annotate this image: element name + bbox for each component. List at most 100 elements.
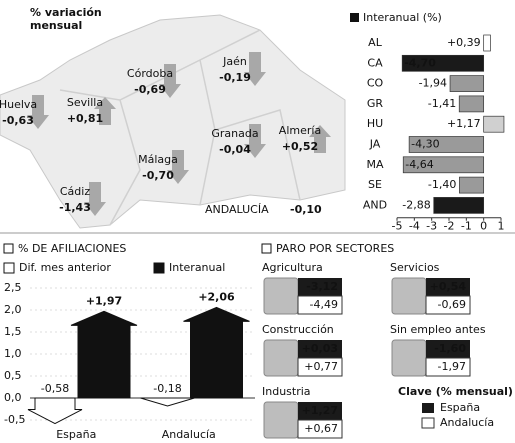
map-arrow [244,52,266,86]
y-tick-label: 0,0 [4,391,22,404]
legend-swatch [153,262,165,274]
arrow [140,397,195,407]
region-name: Málaga [138,153,178,166]
value-label: -4,30 [411,138,439,151]
spain-box [298,278,342,296]
map-title: % variación mensual [30,6,102,32]
sector-name: Agricultura [262,261,323,274]
y-tick-label: 0,5 [4,369,22,382]
region-name: Cádiz [60,185,90,198]
category-label: AL [368,36,383,49]
map-shape [0,14,346,229]
region-value: -0,04 [219,143,251,156]
category-label: AND [363,198,387,211]
spain-box [426,340,470,358]
value-label: -4,70 [404,56,436,69]
andalucia-box [425,295,471,315]
bar [459,176,485,194]
total-name: ANDALUCÍA [205,203,269,216]
y-tick-label: 1,5 [4,325,22,338]
category-label: HU [367,117,383,130]
spain-value: -3,12 [306,280,338,293]
value-label: +1,97 [86,294,122,307]
value-label: +2,06 [198,290,235,303]
value-label: -0,18 [153,382,181,395]
category-label: GR [367,97,384,110]
y-tick-label: 2,5 [4,281,22,294]
bar [483,34,491,52]
value-label: -4,64 [405,158,433,171]
sector-name: Industria [262,385,311,398]
x-tick-label: -1 [461,220,472,233]
map-border [59,89,141,226]
title-square [261,243,272,254]
sector-name: Servicios [390,261,440,274]
category-label: CO [367,77,384,90]
legend-label: Dif. mes anterior [19,261,111,274]
andalucia-value: -4,49 [310,298,338,311]
key-spain-label: España [440,401,480,414]
region-name: Granada [211,127,258,140]
x-tick-label: -5 [392,220,403,233]
sector-icon [263,339,299,377]
andalucia-box [297,357,343,377]
chart-title: % DE AFILIACIONES [18,242,126,255]
key-title: Clave (% mensual) [398,385,513,398]
value-label: -2,88 [402,198,430,211]
region-name: Huelva [0,98,37,111]
region-name: Sevilla [67,96,103,109]
map-arrow [244,124,266,158]
map-arrow [94,97,116,125]
x-tick-label: 0 [480,220,487,233]
andalucia-value: -1,97 [438,360,466,373]
andalucia-value: +0,77 [304,360,338,373]
sector-icon [391,277,427,315]
value-label: +0,39 [447,36,481,49]
x-tick-label: Andalucía [162,428,216,441]
category-label: CA [367,56,383,69]
sector-icon [391,339,427,377]
map-arrow [27,95,49,129]
legend-swatch [3,262,15,274]
x-tick-label: España [56,428,96,441]
region-value: -0,63 [2,114,34,127]
category-label: SE [368,178,382,191]
arrow [27,397,83,425]
category-label: JA [369,138,381,151]
region-value: -0,70 [142,169,174,182]
andalucia-value: -0,69 [438,298,466,311]
spain-value: -1,60 [434,342,466,355]
sector-name: Construcción [262,323,334,336]
andalucia-box [425,357,471,377]
spain-box [426,278,470,296]
spain-value: +0,54 [430,280,467,293]
arrow [70,310,138,399]
region-value: +0,81 [67,112,103,125]
bar [408,136,485,153]
spain-value: +0,03 [302,342,338,355]
key-spain [422,403,434,413]
bar [433,197,485,214]
arrow [183,306,250,399]
map-border [214,109,301,201]
x-tick-label: 1 [498,220,505,233]
x-tick-label: -2 [444,220,455,233]
sector-icon [263,401,299,439]
region-value: -0,69 [134,83,166,96]
region-value: +0,52 [282,140,318,153]
title-square [350,13,359,22]
map-arrow [84,182,106,216]
sector-icon [263,277,299,315]
bar [401,54,485,72]
chart-title: Interanual (%) [363,11,442,24]
key-andalucia [421,417,435,429]
map-arrow [309,125,331,153]
region-value: -1,43 [59,201,91,214]
x-tick-label: -4 [409,220,420,233]
region-value: -0,19 [219,71,251,84]
spain-box [298,340,342,358]
category-label: MA [366,158,383,171]
sector-name: Sin empleo antes [390,323,486,336]
